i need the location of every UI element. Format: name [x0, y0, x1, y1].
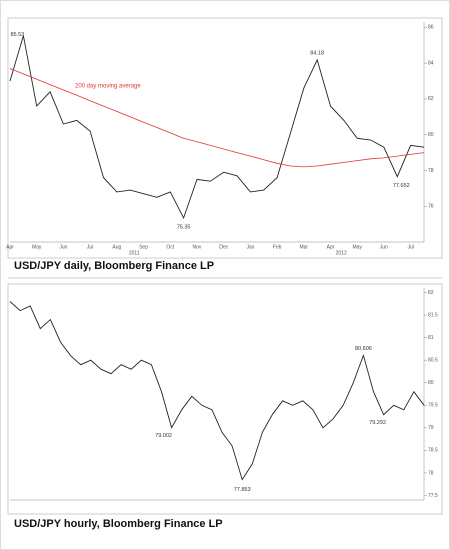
y-tick-label: 78.5 [428, 448, 438, 454]
annotation: 79.002 [155, 433, 172, 439]
x-tick-label: Jul [407, 244, 413, 250]
y-tick-label: 79 [428, 425, 434, 431]
y-tick-label: 82 [428, 96, 434, 102]
series-label: 200 day moving average [75, 84, 141, 90]
y-tick-label: 78 [428, 168, 434, 174]
annotation: 79.292 [369, 420, 386, 426]
x-tick-label: Apr [327, 244, 335, 250]
year-label: 2012 [336, 250, 347, 256]
x-tick-label: Feb [273, 244, 282, 250]
x-tick-label: Jan [246, 244, 254, 250]
x-tick-label: Dec [219, 244, 228, 250]
year-label: 2011 [129, 250, 140, 256]
y-tick-label: 81 [428, 335, 434, 341]
price-line [9, 35, 425, 220]
price-line [9, 301, 425, 481]
x-tick-label: Jul [87, 244, 93, 250]
x-tick-label: Aug [112, 244, 121, 250]
y-tick-label: 77.5 [428, 493, 438, 499]
y-tick-label: 82 [428, 290, 434, 296]
chart-frame [7, 17, 443, 259]
x-tick-label: May [352, 244, 362, 250]
annotation: 84.18 [310, 50, 324, 56]
x-tick-label: Oct [166, 244, 174, 250]
price-line [9, 68, 425, 168]
x-tick-label: Jun [380, 244, 388, 250]
annotation: 77.853 [234, 487, 251, 493]
annotation: 85.53 [10, 32, 24, 38]
y-tick-label: 80 [428, 132, 434, 138]
y-tick-label: 80 [428, 380, 434, 386]
y-tick-label: 78 [428, 470, 434, 476]
caption: USD/JPY hourly, Bloomberg Finance LP [14, 518, 223, 530]
x-tick-label: Sep [139, 244, 148, 250]
x-tick-label: Mar [299, 244, 308, 250]
y-tick-label: 76 [428, 204, 434, 210]
annotation: 75.35 [177, 224, 191, 230]
x-tick-label: May [32, 244, 42, 250]
y-tick-label: 84 [428, 60, 434, 66]
x-tick-label: Jun [59, 244, 67, 250]
y-tick-label: 86 [428, 25, 434, 31]
caption: USD/JPY daily, Bloomberg Finance LP [14, 260, 214, 272]
y-tick-label: 80.5 [428, 357, 438, 363]
x-tick-label: Apr [6, 244, 14, 250]
annotation: 77.652 [393, 183, 410, 189]
chart-frame [7, 283, 443, 515]
y-tick-label: 79.5 [428, 403, 438, 409]
x-tick-label: Nov [193, 244, 202, 250]
annotation: 80.606 [355, 346, 372, 352]
y-tick-label: 81.5 [428, 312, 438, 318]
